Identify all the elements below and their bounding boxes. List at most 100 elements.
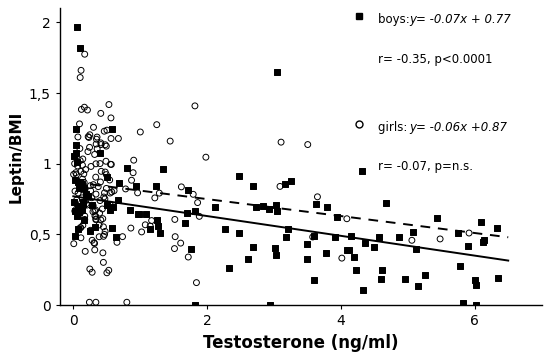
Point (79, 222, 87, 228)
Text: r= -0.07, p=n.s.: r= -0.07, p=n.s. (378, 160, 473, 173)
Point (123, 300, 131, 305)
Point (107, 225, 116, 230)
Point (74, 203, 82, 209)
Point (80, 213, 89, 219)
Point (89, 182, 98, 188)
Point (201, 154, 210, 160)
Point (181, 220, 190, 226)
Point (81, 167, 90, 172)
Point (107, 136, 116, 141)
Point (492, 225, 501, 231)
Point (97, 142, 106, 148)
Point (109, 188, 118, 194)
Point (102, 270, 111, 276)
Point (76, 158, 85, 163)
Point (471, 302, 480, 308)
Point (190, 103, 199, 109)
Point (414, 283, 422, 289)
Point (102, 202, 111, 207)
Point (76, 168, 85, 174)
Point (88, 202, 97, 207)
Point (183, 210, 192, 216)
Point (147, 218, 156, 224)
Point (86, 228, 95, 234)
Point (90, 152, 99, 157)
Point (125, 207, 134, 213)
Point (78, 176, 87, 182)
Point (74, 211, 82, 216)
Point (78, 162, 87, 168)
Point (409, 229, 417, 235)
Point (95, 222, 103, 228)
Point (436, 236, 444, 242)
Point (95, 234, 103, 240)
Point (359, 287, 368, 293)
Point (287, 178, 295, 184)
Point (459, 301, 468, 306)
Point (69, 241, 78, 247)
Point (104, 102, 113, 107)
Point (105, 177, 114, 183)
Point (322, 250, 331, 256)
Point (480, 237, 489, 243)
Point (70, 234, 79, 239)
Point (86, 183, 95, 189)
Point (98, 216, 107, 221)
Point (70, 188, 79, 194)
Text: y= -0.06x +0.87: y= -0.06x +0.87 (409, 121, 507, 134)
Point (99, 224, 108, 230)
Point (74, 207, 82, 212)
Point (184, 254, 192, 260)
Point (78, 195, 86, 201)
Point (273, 69, 282, 75)
Point (80, 104, 89, 110)
Point (82, 201, 91, 207)
Point (183, 186, 192, 192)
Point (91, 217, 100, 222)
Point (80, 216, 89, 222)
Point (465, 230, 474, 236)
Point (333, 214, 342, 220)
Point (84, 149, 92, 154)
Point (127, 177, 136, 183)
Point (79, 217, 88, 223)
Point (85, 132, 94, 138)
Point (73, 226, 82, 232)
Point (106, 161, 115, 167)
Point (271, 252, 280, 258)
Point (471, 277, 480, 283)
Point (456, 264, 465, 269)
Point (101, 229, 109, 234)
Point (272, 202, 280, 208)
Point (382, 200, 390, 206)
Point (72, 170, 80, 176)
Point (114, 198, 123, 203)
Text: r= -0.35, p<0.0001: r= -0.35, p<0.0001 (378, 53, 492, 66)
Point (158, 166, 167, 172)
Point (195, 213, 204, 219)
Point (108, 204, 117, 210)
Point (193, 200, 202, 206)
Point (84, 134, 92, 140)
Point (92, 141, 101, 147)
Point (284, 226, 293, 232)
Point (106, 190, 114, 196)
Point (493, 275, 502, 281)
Point (69, 171, 78, 177)
Point (266, 302, 274, 308)
Point (235, 174, 244, 179)
Point (79, 185, 88, 190)
Point (153, 223, 162, 229)
Point (129, 170, 138, 176)
Point (69, 199, 78, 205)
Point (91, 213, 100, 219)
Point (309, 234, 317, 240)
Point (86, 163, 95, 169)
Point (73, 213, 81, 219)
Point (92, 191, 101, 197)
Point (370, 244, 378, 250)
Point (70, 161, 79, 167)
Point (91, 213, 100, 219)
Point (248, 244, 257, 249)
Point (189, 192, 197, 197)
